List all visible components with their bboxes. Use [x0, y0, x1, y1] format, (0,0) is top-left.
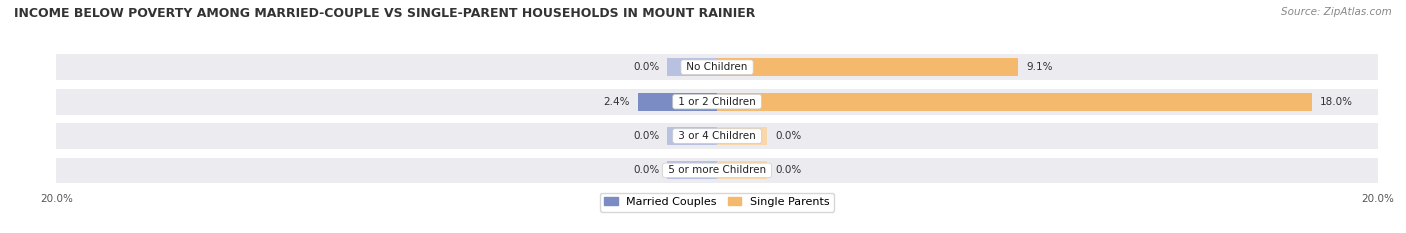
Text: 0.0%: 0.0%	[633, 131, 659, 141]
Text: 1 or 2 Children: 1 or 2 Children	[675, 97, 759, 107]
Text: Source: ZipAtlas.com: Source: ZipAtlas.com	[1281, 7, 1392, 17]
Bar	[668, 161, 717, 179]
Bar	[638, 93, 717, 111]
Bar	[717, 93, 1312, 111]
Bar	[717, 58, 1018, 76]
Bar	[56, 158, 1378, 183]
Bar	[56, 54, 1378, 80]
Text: 0.0%: 0.0%	[775, 165, 801, 175]
Bar	[717, 161, 766, 179]
Bar	[668, 58, 717, 76]
Text: 0.0%: 0.0%	[633, 165, 659, 175]
Legend: Married Couples, Single Parents: Married Couples, Single Parents	[600, 192, 834, 212]
Text: 9.1%: 9.1%	[1026, 62, 1053, 72]
Text: 0.0%: 0.0%	[633, 62, 659, 72]
Text: INCOME BELOW POVERTY AMONG MARRIED-COUPLE VS SINGLE-PARENT HOUSEHOLDS IN MOUNT R: INCOME BELOW POVERTY AMONG MARRIED-COUPL…	[14, 7, 755, 20]
Text: 2.4%: 2.4%	[603, 97, 630, 107]
Bar	[668, 127, 717, 145]
Bar	[56, 123, 1378, 149]
Text: 0.0%: 0.0%	[775, 131, 801, 141]
Bar	[717, 127, 766, 145]
Text: 3 or 4 Children: 3 or 4 Children	[675, 131, 759, 141]
Text: No Children: No Children	[683, 62, 751, 72]
Text: 5 or more Children: 5 or more Children	[665, 165, 769, 175]
Bar	[56, 89, 1378, 115]
Text: 18.0%: 18.0%	[1320, 97, 1353, 107]
